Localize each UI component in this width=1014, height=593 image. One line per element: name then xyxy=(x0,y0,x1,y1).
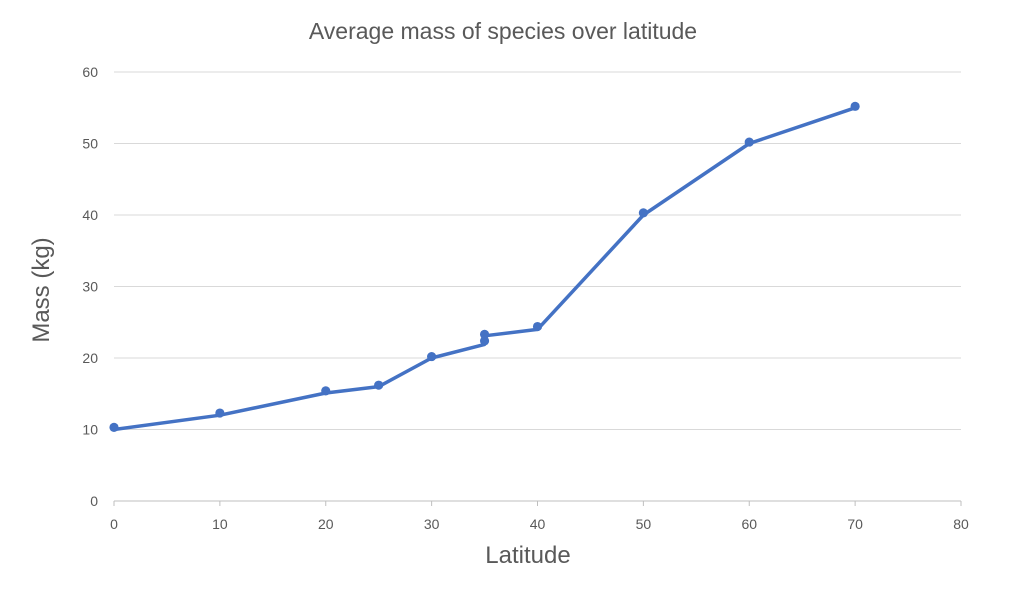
x-tick-label: 80 xyxy=(953,516,969,532)
y-axis-title: Mass (kg) xyxy=(28,237,55,342)
data-point xyxy=(374,380,384,390)
data-series xyxy=(109,101,860,432)
gridlines xyxy=(114,71,961,430)
x-tick-label: 10 xyxy=(212,516,228,532)
y-tick-label: 20 xyxy=(82,350,98,366)
y-tick-label: 60 xyxy=(82,64,98,80)
data-point xyxy=(215,408,225,418)
x-tick-label: 60 xyxy=(741,516,757,532)
x-tick-label: 30 xyxy=(424,516,440,532)
data-point xyxy=(638,208,648,218)
data-point xyxy=(427,351,437,362)
data-point xyxy=(744,137,754,147)
x-tick-label: 0 xyxy=(110,516,118,532)
trend-line xyxy=(112,106,857,432)
y-tick-label: 40 xyxy=(82,207,98,223)
x-axis-title: Latitude xyxy=(485,542,570,569)
chart-title: Average mass of species over latitude xyxy=(309,18,697,44)
axes: 0 10 20 30 40 50 60 0 10 20 30 40 50 60 70 80 xyxy=(82,64,969,532)
data-point xyxy=(109,422,119,432)
data-point xyxy=(321,386,331,396)
x-tick-label: 40 xyxy=(530,516,546,532)
data-point xyxy=(479,329,490,340)
data-point xyxy=(479,336,490,346)
data-point xyxy=(850,101,860,111)
x-tick-label: 70 xyxy=(847,516,863,532)
y-tick-label: 50 xyxy=(82,136,98,152)
x-tick-label: 50 xyxy=(636,516,652,532)
y-tick-label: 30 xyxy=(82,279,98,295)
x-tick-label: 20 xyxy=(318,516,334,532)
y-tick-label: 0 xyxy=(90,493,98,509)
y-tick-label: 10 xyxy=(82,422,98,438)
data-point xyxy=(532,321,543,332)
